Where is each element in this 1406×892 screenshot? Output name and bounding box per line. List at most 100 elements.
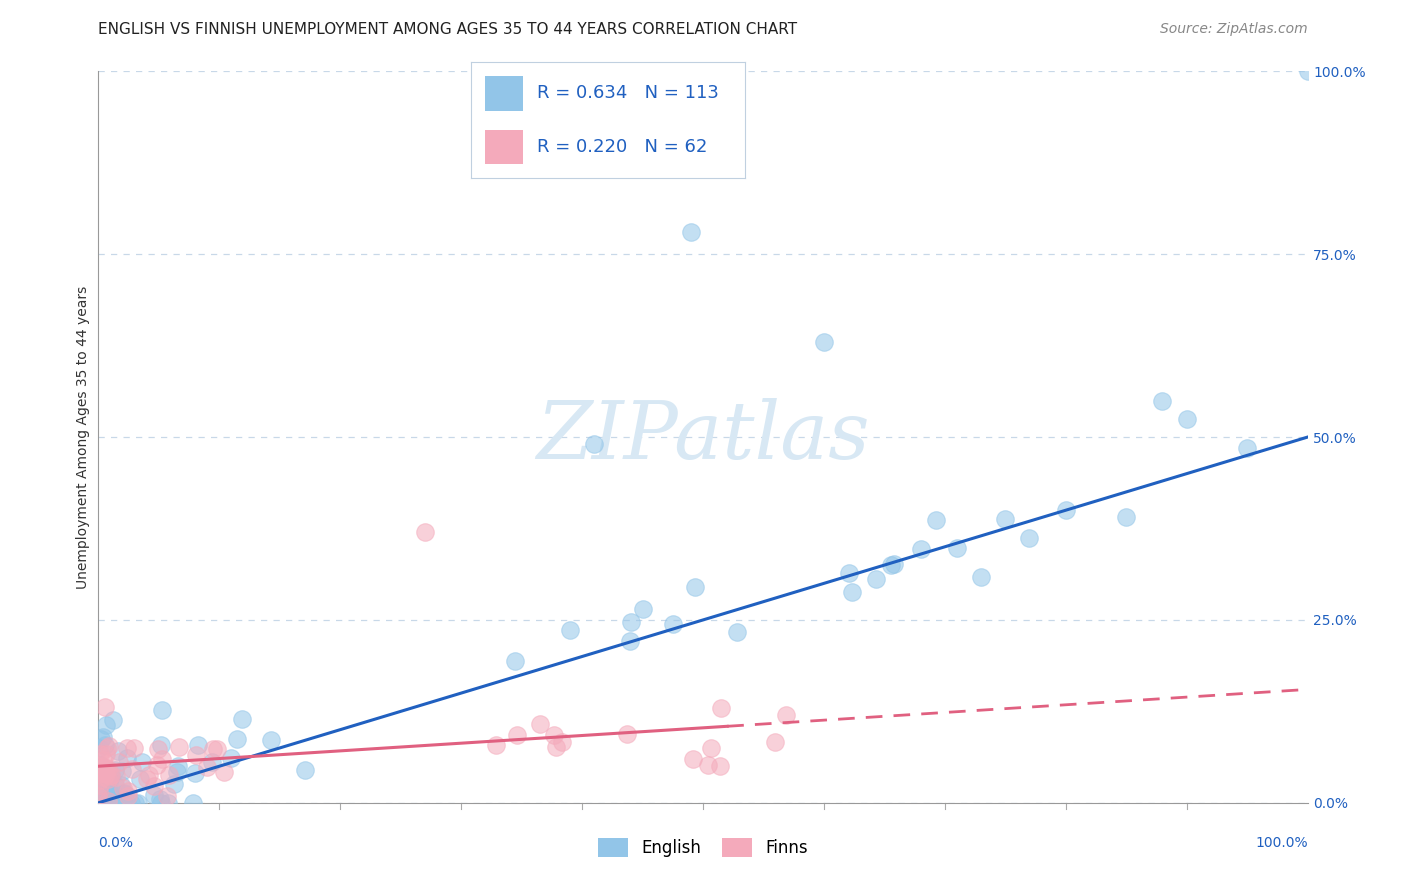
Point <box>87 789 110 803</box>
Point <box>128 772 150 787</box>
Point <box>157 796 180 810</box>
Point <box>98 785 121 799</box>
Point <box>120 796 142 810</box>
Point <box>100 796 122 810</box>
Point <box>97 762 120 776</box>
Point <box>91 730 114 744</box>
Point <box>131 755 153 769</box>
Point <box>1152 393 1174 408</box>
Point <box>87 772 110 786</box>
Point <box>183 766 205 780</box>
Point <box>685 580 707 594</box>
Point <box>709 758 731 772</box>
Point <box>100 769 122 783</box>
Bar <box>485 129 523 164</box>
Point <box>107 744 129 758</box>
Point <box>93 796 115 810</box>
Point <box>93 764 115 779</box>
Point <box>505 728 527 742</box>
Point <box>89 780 111 795</box>
Point <box>89 772 111 787</box>
Point <box>149 796 172 810</box>
Point <box>90 732 112 747</box>
Point <box>294 763 316 777</box>
Point <box>231 712 253 726</box>
Point <box>551 735 574 749</box>
Text: 0.0%: 0.0% <box>98 836 134 850</box>
Point <box>163 777 186 791</box>
Point <box>97 796 120 810</box>
Point <box>111 780 134 795</box>
Point <box>167 759 190 773</box>
Point <box>558 624 581 638</box>
Point <box>93 770 115 784</box>
Point <box>87 762 110 776</box>
Point <box>111 796 134 810</box>
Point <box>167 740 190 755</box>
Point <box>880 558 903 573</box>
Point <box>117 740 139 755</box>
Point <box>98 739 121 753</box>
Text: ZIPatlas: ZIPatlas <box>536 399 870 475</box>
Point <box>124 796 146 810</box>
Y-axis label: Unemployment Among Ages 35 to 44 years: Unemployment Among Ages 35 to 44 years <box>76 285 90 589</box>
Point <box>1175 412 1198 426</box>
Point <box>219 751 242 765</box>
Point <box>90 758 112 772</box>
Point <box>96 740 118 755</box>
Point <box>115 796 138 810</box>
Point <box>583 437 606 451</box>
Point <box>93 753 115 767</box>
Point <box>910 541 932 556</box>
Point <box>946 541 969 556</box>
Point <box>187 738 209 752</box>
Point <box>97 784 120 798</box>
Point <box>112 786 135 800</box>
Point <box>87 796 110 810</box>
Point <box>115 751 138 765</box>
Point <box>186 747 208 762</box>
Point <box>1054 503 1077 517</box>
Text: R = 0.220   N = 62: R = 0.220 N = 62 <box>537 137 707 155</box>
Point <box>925 513 948 527</box>
Point <box>226 731 249 746</box>
Point <box>103 796 125 810</box>
Text: R = 0.634   N = 113: R = 0.634 N = 113 <box>537 84 718 103</box>
Point <box>89 757 111 772</box>
Point <box>91 796 114 810</box>
Point <box>114 787 136 801</box>
Point <box>87 741 110 756</box>
Point <box>883 557 905 571</box>
Point <box>98 792 121 806</box>
Point <box>87 765 110 780</box>
Point <box>93 796 115 810</box>
Point <box>725 625 748 640</box>
Point <box>97 781 120 796</box>
Point <box>91 796 114 810</box>
Point <box>1236 442 1258 456</box>
Point <box>108 755 131 769</box>
Point <box>87 781 110 796</box>
Point <box>763 735 786 749</box>
Point <box>98 788 121 802</box>
Point <box>87 796 110 810</box>
Point <box>100 796 122 810</box>
Point <box>156 789 179 803</box>
Point <box>94 700 117 714</box>
Point <box>97 794 120 808</box>
Point <box>710 701 733 715</box>
Point <box>619 633 641 648</box>
Point <box>505 654 527 668</box>
Point <box>94 747 117 761</box>
Point <box>90 780 112 795</box>
Point <box>970 570 993 584</box>
Point <box>138 768 160 782</box>
Point <box>994 512 1017 526</box>
Point <box>1296 64 1319 78</box>
Point <box>150 703 173 717</box>
Point <box>87 796 110 810</box>
Point <box>775 708 797 723</box>
Point <box>838 566 860 581</box>
Point <box>620 615 643 629</box>
Point <box>201 741 224 756</box>
